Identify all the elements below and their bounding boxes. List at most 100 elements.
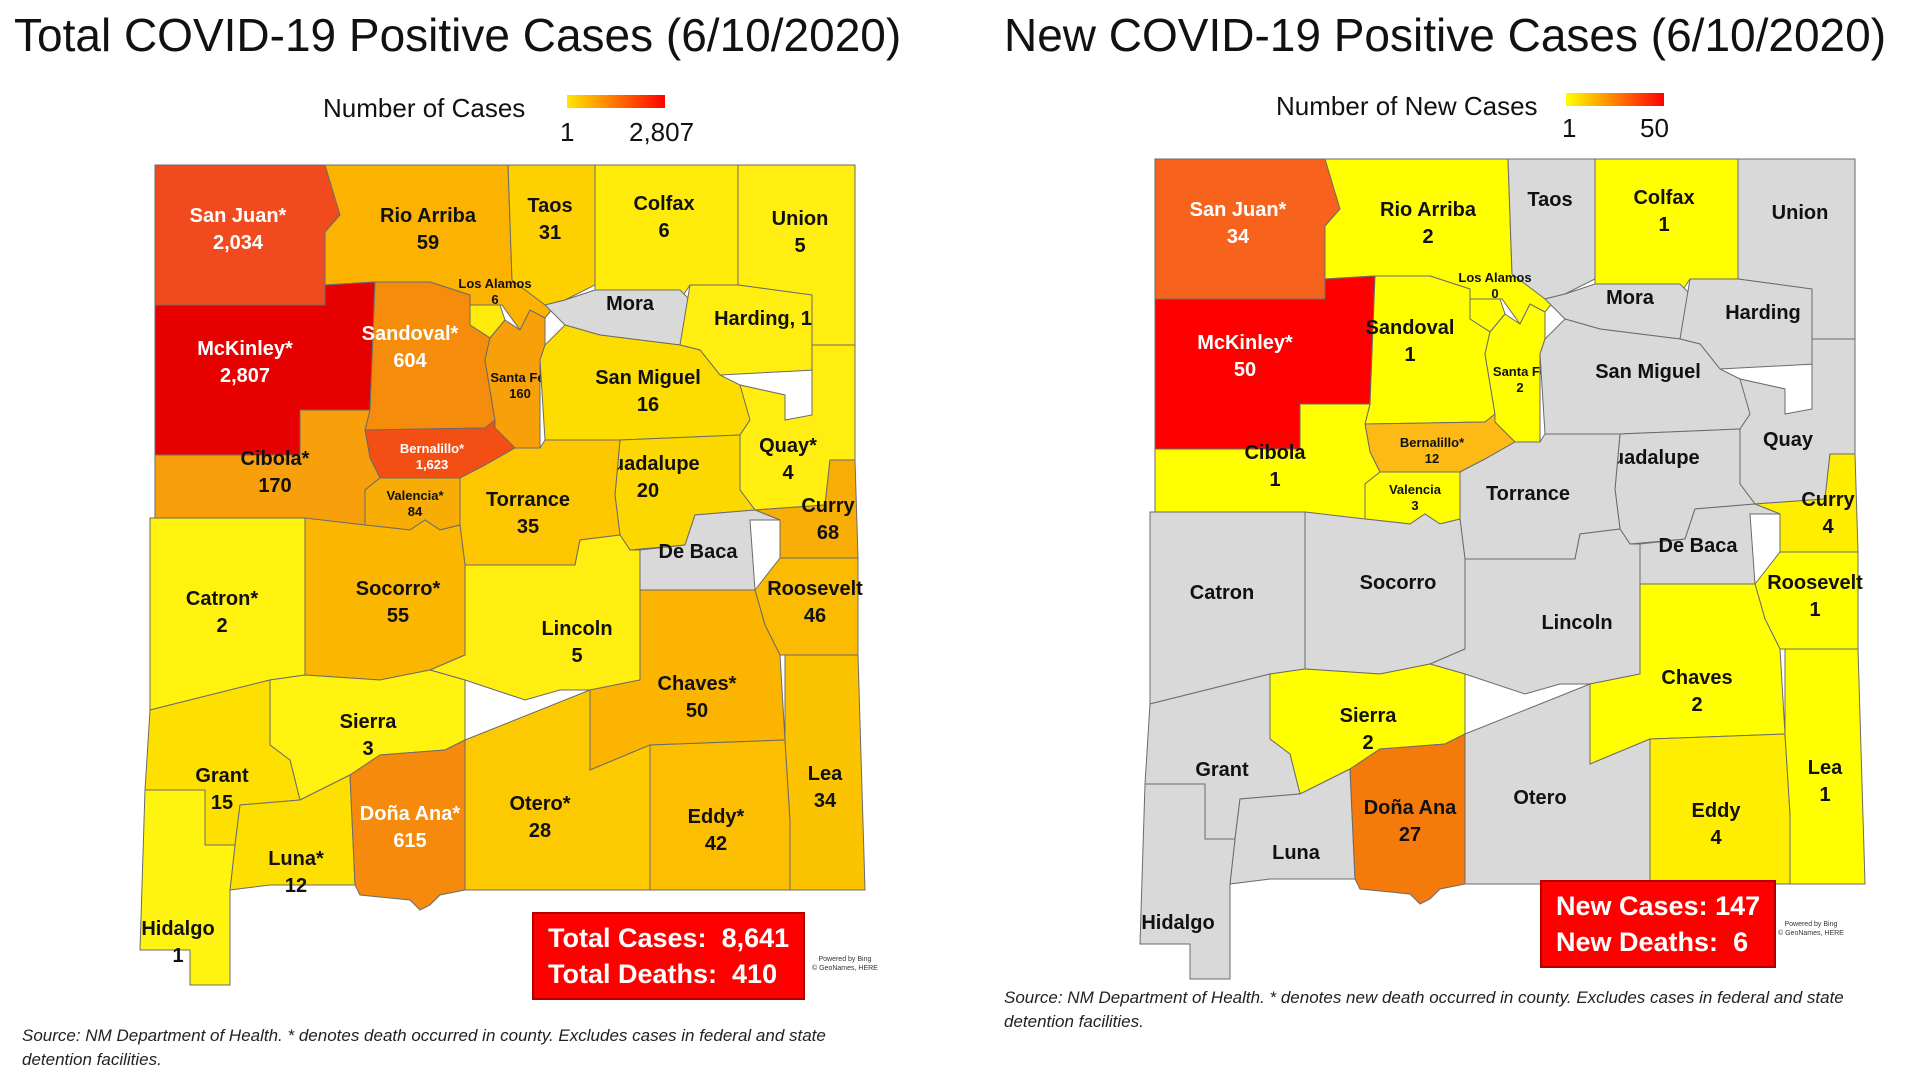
county-san-juan: San Juan* 34 xyxy=(1154,158,1343,300)
county-value-label: 5 xyxy=(794,235,805,257)
county-name-label: Harding, 1 xyxy=(714,308,812,330)
county-name-label: Catron xyxy=(1190,582,1254,604)
county-lea: Lea 34 xyxy=(784,654,866,891)
county-name-label: Curry xyxy=(1801,489,1855,511)
county-value-label: 34 xyxy=(814,790,837,812)
county-name-label: De Baca xyxy=(1659,535,1739,557)
county-name-label: Harding xyxy=(1725,302,1801,324)
county-de-baca: De Baca xyxy=(639,509,781,591)
county-value-label: 6 xyxy=(658,220,669,242)
county-eddy: Eddy 4 xyxy=(1649,733,1791,885)
county-value-label: 0 xyxy=(1491,286,1498,301)
county-luna: Luna xyxy=(1229,768,1356,885)
county-name-label: Cibola xyxy=(1244,442,1306,464)
county-valencia: Valencia*84 xyxy=(364,477,461,531)
source-note: Source: NM Department of Health. * denot… xyxy=(1004,988,1844,1031)
county-name-label: Colfax xyxy=(1633,187,1694,209)
county-name-label: Rio Arriba xyxy=(1380,199,1477,221)
county-value-label: 2 xyxy=(1362,732,1373,754)
county-name-label: San Juan* xyxy=(1190,199,1287,221)
county-hidalgo: Hidalgo xyxy=(1139,783,1236,980)
legend-label: Number of Cases xyxy=(323,93,526,123)
county-name-label: San Miguel xyxy=(1595,361,1701,383)
county-name-label: Colfax xyxy=(633,193,694,215)
county-value-label: 4 xyxy=(782,462,794,484)
total-cases-label: Total Cases: xyxy=(548,923,707,953)
county-value-label: 1 xyxy=(1819,784,1830,806)
county-value-label: 84 xyxy=(408,504,423,519)
county-otero: Otero* 28 xyxy=(464,689,651,891)
legend-min: 1 xyxy=(1562,113,1577,143)
county-value-label: 6 xyxy=(491,292,498,307)
county-name-label: Sierra xyxy=(1340,705,1398,727)
county-name-label: Sandoval xyxy=(1366,317,1455,339)
county-socorro: Socorro xyxy=(1304,511,1516,675)
county-value-label: 20 xyxy=(637,480,659,502)
county-name-label: Curry xyxy=(801,495,855,517)
county-catron: Catron xyxy=(1149,511,1306,705)
legend-max: 2,807 xyxy=(629,117,695,147)
county-name-label: Socorro xyxy=(1360,572,1437,594)
county-shape xyxy=(139,789,236,986)
county-name-label: Hidalgo xyxy=(141,918,214,940)
county-value-label: 16 xyxy=(637,394,659,416)
county-name-label: Eddy* xyxy=(688,806,745,828)
map-attribution: Powered by Bing © GeoNames, HERE xyxy=(1778,921,1844,937)
county-value-label: 3 xyxy=(362,738,373,760)
county-bernalillo: Bernalillo*1,623 xyxy=(364,418,516,479)
county-name-label: Hidalgo xyxy=(1141,912,1214,934)
county-lincoln: Lincoln 5 xyxy=(428,534,641,701)
county-value-label: 15 xyxy=(211,792,233,814)
county-value-label: 1,623 xyxy=(416,457,449,472)
county-value-label: 50 xyxy=(686,700,708,722)
county-value-label: 46 xyxy=(804,605,826,627)
county-curry: Curry 68 xyxy=(754,459,859,559)
county-name-label: Lea xyxy=(1808,757,1843,779)
county-value-label: 2 xyxy=(1691,694,1702,716)
county-name-label: Union xyxy=(1772,202,1829,224)
county-value-label: 55 xyxy=(387,605,409,627)
county-name-label: Torrance xyxy=(486,489,570,511)
map-title: Total COVID-19 Positive Cases (6/10/2020… xyxy=(14,9,902,61)
county-name-label: Cibola* xyxy=(241,448,310,470)
county-name-label: Lincoln xyxy=(541,618,612,640)
county-value-label: 2,807 xyxy=(220,365,270,387)
new-cases-value: 147 xyxy=(1715,891,1761,921)
county-name-label: Lincoln xyxy=(1541,612,1612,634)
county-name-label: McKinley* xyxy=(1197,332,1293,354)
county-name-label: Valencia xyxy=(1389,482,1442,497)
county-sierra: Sierra 2 xyxy=(1269,663,1466,795)
county-value-label: 4 xyxy=(1710,827,1722,849)
legend-max: 50 xyxy=(1640,113,1669,143)
total-cases-panel: Total COVID-19 Positive Cases (6/10/2020… xyxy=(14,9,902,1069)
county-value-label: 4 xyxy=(1822,516,1834,538)
county-value-label: 1 xyxy=(172,945,183,967)
county-harding: Harding, 1 xyxy=(679,284,816,376)
county-value-label: 31 xyxy=(539,222,561,244)
legend-color-scale xyxy=(1566,93,1664,106)
county-roosevelt: Roosevelt 46 xyxy=(754,557,863,656)
county-rio-arriba: Rio Arriba 2 xyxy=(1324,158,1561,325)
county-value-label: 170 xyxy=(258,475,291,497)
county-curry: Curry 4 xyxy=(1754,453,1859,553)
county-name-label: De Baca xyxy=(659,541,739,563)
county-quay: Quay xyxy=(1739,338,1856,505)
county-name-label: Rio Arriba xyxy=(380,205,477,227)
legend-label: Number of New Cases xyxy=(1276,91,1538,121)
legend-color-scale xyxy=(567,95,665,108)
county-name-label: Sierra xyxy=(340,711,398,733)
county-eddy: Eddy* 42 xyxy=(649,739,791,891)
new-deaths-label: New Deaths: xyxy=(1556,927,1719,957)
county-value-label: 160 xyxy=(509,386,531,401)
totals-box: New Cases: 147 New Deaths: 6 xyxy=(1540,880,1777,968)
totals-box: Total Cases: 8,641 Total Deaths: 410 xyxy=(532,912,806,1000)
new-deaths-value: 6 xyxy=(1733,927,1749,957)
county-roosevelt: Roosevelt 1 xyxy=(1754,551,1863,650)
county-name-label: Bernalillo* xyxy=(400,441,465,456)
county-shape xyxy=(349,739,466,911)
county-san-miguel: San Miguel 16 xyxy=(539,324,786,441)
county-name-label: Quay* xyxy=(759,435,817,457)
